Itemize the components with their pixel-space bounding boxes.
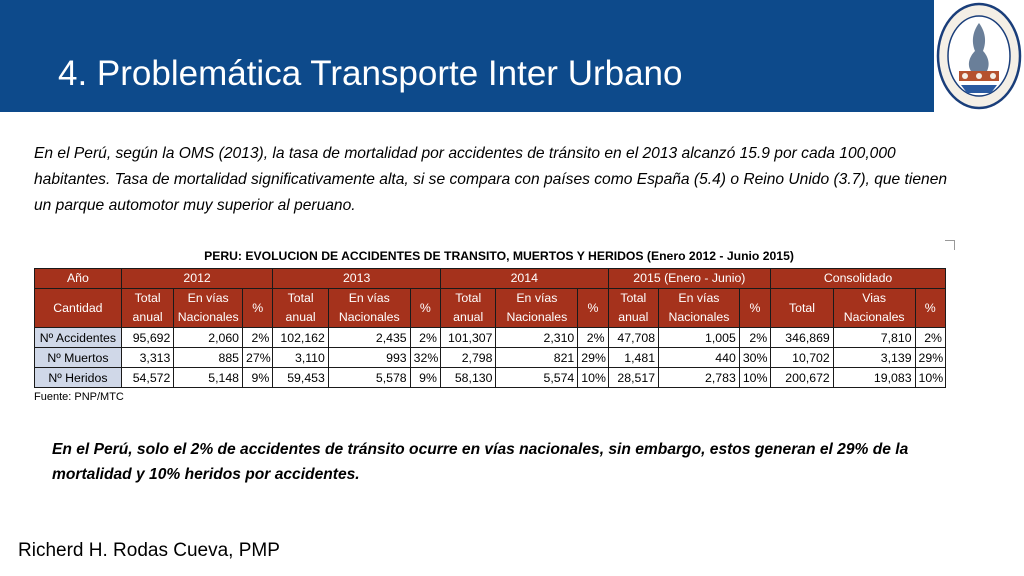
table-cell: 10% (738, 367, 772, 388)
subheader-total: Total anual (272, 288, 329, 328)
table-cell: 2,435 (327, 327, 411, 348)
subheader-pct: % (738, 288, 772, 328)
table-cell: 200,672 (770, 367, 834, 388)
subheader-total: Total anual (120, 288, 175, 328)
table-cell: 59,453 (272, 367, 329, 388)
author-name: Richerd H. Rodas Cueva, PMP (18, 540, 280, 561)
subheader-pct: % (409, 288, 441, 328)
table-cell: 2% (242, 327, 274, 348)
table-cell: 58,130 (439, 367, 497, 388)
year-2013: 2013 (272, 268, 441, 289)
table-caption: PERU: EVOLUCION DE ACCIDENTES DE TRANSIT… (204, 249, 794, 263)
table-cell: 29% (914, 347, 947, 368)
table-row: Nº Muertos 3,313 885 27% 3,110 993 32% 2,798 821… (34, 347, 947, 368)
year-2015: 2015 (Enero - Junio) (607, 268, 772, 289)
table-row: Nº Heridos 54,572 5,148 9% 59,453 5,578 9% 58,1… (34, 367, 947, 388)
table-cell: 346,869 (770, 327, 834, 348)
subheader-vias: En vías Nacionales (173, 288, 244, 328)
table-cell: 2% (738, 327, 772, 348)
row-label: Nº Muertos (34, 347, 122, 368)
conclusion-paragraph: En el Perú, solo el 2% de accidentes de … (52, 441, 909, 483)
table-cell: 2% (409, 327, 441, 348)
table-cell: 2,060 (173, 327, 244, 348)
corner-mark (945, 240, 955, 250)
table-cell: 28,517 (607, 367, 660, 388)
accidents-table-block: PERU: EVOLUCION DE ACCIDENTES DE TRANSIT… (34, 244, 947, 403)
table-cell: 3,110 (272, 347, 329, 368)
subheader-cons-total: Total (770, 288, 834, 328)
table-cell: 821 (495, 347, 579, 368)
subheader-vias: En vías Nacionales (495, 288, 579, 328)
table-cell: 10% (914, 367, 947, 388)
table-cell: 993 (327, 347, 411, 368)
university-seal-icon (936, 2, 1022, 110)
table-cell: 32% (409, 347, 441, 368)
subheader-pct: % (242, 288, 274, 328)
table-cell: 95,692 (120, 327, 175, 348)
accidents-table: Año 2012 2013 2014 2015 (Enero - Junio) … (34, 268, 947, 388)
subheader-cons-vias: Vias Nacionales (832, 288, 916, 328)
table-cell: 2% (914, 327, 947, 348)
subheader-vias: En vías Nacionales (658, 288, 740, 328)
table-cell: 440 (658, 347, 740, 368)
year-header-row: Año 2012 2013 2014 2015 (Enero - Junio) … (34, 268, 946, 289)
table-cell: 1,005 (658, 327, 740, 348)
row-label: Nº Accidentes (34, 327, 122, 348)
subheader-pct: % (577, 288, 609, 328)
table-cell: 885 (173, 347, 244, 368)
subheader-total: Total anual (607, 288, 660, 328)
table-cell: 9% (409, 367, 441, 388)
table-cell: 29% (577, 347, 609, 368)
table-cell: 10% (577, 367, 609, 388)
table-cell: 5,148 (173, 367, 244, 388)
title-banner: 4. Problemática Transporte Inter Urbano (0, 0, 1024, 112)
table-cell: 5,578 (327, 367, 411, 388)
table-cell: 10,702 (770, 347, 834, 368)
quantity-label: Cantidad (34, 288, 122, 328)
subheader-total: Total anual (439, 288, 497, 328)
table-cell: 19,083 (832, 367, 916, 388)
table-cell: 9% (242, 367, 274, 388)
table-cell: 47,708 (607, 327, 660, 348)
table-cell: 30% (738, 347, 772, 368)
table-cell: 2% (577, 327, 609, 348)
table-cell: 2,798 (439, 347, 497, 368)
table-cell: 54,572 (120, 367, 175, 388)
table-cell: 2,783 (658, 367, 740, 388)
year-label: Año (34, 268, 122, 289)
year-consolidado: Consolidado (770, 268, 946, 289)
row-label: Nº Heridos (34, 367, 122, 388)
year-2012: 2012 (120, 268, 274, 289)
table-source: Fuente: PNP/MTC (34, 391, 124, 403)
table-cell: 27% (242, 347, 274, 368)
table-row: Nº Accidentes 95,692 2,060 2% 102,162 2,435 2%… (34, 327, 947, 348)
table-cell: 1,481 (607, 347, 660, 368)
table-cell: 5,574 (495, 367, 579, 388)
slide-title: 4. Problemática Transporte Inter Urbano (58, 54, 683, 93)
subheader-row: Cantidad Total anual En vías Nacionales % … (34, 288, 947, 328)
table-cell: 2,310 (495, 327, 579, 348)
table-cell: 101,307 (439, 327, 497, 348)
university-logo (934, 0, 1024, 112)
intro-paragraph: En el Perú, según la OMS (2013), la tasa… (34, 145, 948, 214)
table-cell: 7,810 (832, 327, 916, 348)
year-2014: 2014 (439, 268, 609, 289)
table-cell: 3,313 (120, 347, 175, 368)
table-cell: 3,139 (832, 347, 916, 368)
table-cell: 102,162 (272, 327, 329, 348)
subheader-vias: En vías Nacionales (327, 288, 411, 328)
subheader-pct: % (914, 288, 947, 328)
